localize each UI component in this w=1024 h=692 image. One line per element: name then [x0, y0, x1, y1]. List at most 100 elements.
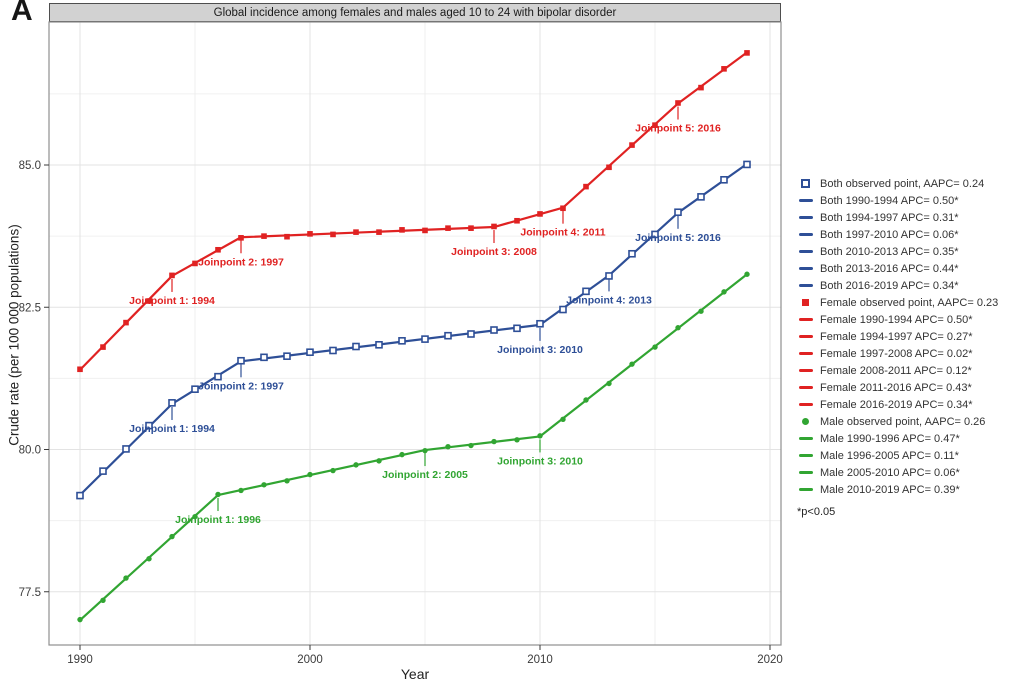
y-tick-label: 77.5: [19, 587, 41, 599]
legend-label: Both 2016-2019 APC= 0.34*: [820, 279, 959, 292]
joinpoint-annotation: Joinpoint 3: 2008: [451, 246, 537, 258]
legend-item: Female 2011-2016 APC= 0.43*: [797, 379, 1024, 396]
legend-label: Female 1990-1994 APC= 0.50*: [820, 313, 973, 326]
legend-item: Both observed point, AAPC= 0.24: [797, 175, 1024, 192]
joinpoint-annotation: Joinpoint 1: 1994: [129, 295, 215, 307]
legend-label: Male 2010-2019 APC= 0.39*: [820, 483, 960, 496]
legend-item: Male observed point, AAPC= 0.26: [797, 413, 1024, 430]
legend-marker-dash-icon: [797, 454, 814, 457]
legend-marker-dash-icon: [797, 318, 814, 321]
x-axis: 1990 2000 2010 2020: [67, 645, 783, 666]
joinpoint-annotation: Joinpoint 1: 1996: [175, 514, 261, 526]
x-tick-label: 1990: [67, 654, 93, 666]
joinpoint-annotation: Joinpoint 4: 2013: [566, 294, 652, 306]
legend-item: Female 2016-2019 APC= 0.34*: [797, 396, 1024, 413]
legend-marker-dash-icon: [797, 437, 814, 440]
legend-item: Both 2016-2019 APC= 0.34*: [797, 277, 1024, 294]
fitted-line-male: [79, 273, 748, 622]
annotations-male: Joinpoint 1: 1996 Joinpoint 2: 2005 Joinpo…: [175, 439, 583, 526]
legend-label: Male 1996-2005 APC= 0.11*: [820, 449, 959, 462]
y-tick-label: 85.0: [19, 160, 41, 172]
joinpoint-annotation: Joinpoint 4: 2011: [520, 227, 605, 239]
joinpoint-annotation: Joinpoint 5: 2016: [635, 232, 721, 244]
legend-marker-dash-icon: [797, 199, 814, 202]
legend-label: Both 1990-1994 APC= 0.50*: [820, 194, 959, 207]
legend-label: Female observed point, AAPC= 0.23: [820, 296, 999, 309]
legend-marker-dot-icon: [797, 418, 814, 425]
legend-marker-dash-icon: [797, 267, 814, 270]
legend-items: Both observed point, AAPC= 0.24 Both 1990…: [797, 175, 1024, 498]
legend-item: Both 1994-1997 APC= 0.31*: [797, 209, 1024, 226]
legend: Both observed point, AAPC= 0.24 Both 1990…: [797, 175, 1024, 519]
legend-marker-dash-icon: [797, 352, 814, 355]
legend-item: Female 1997-2008 APC= 0.02*: [797, 345, 1024, 362]
y-tick-label: 82.5: [19, 302, 41, 314]
legend-marker-square-icon: [797, 299, 814, 306]
legend-item: Male 2010-2019 APC= 0.39*: [797, 481, 1024, 498]
legend-item: Male 2005-2010 APC= 0.06*: [797, 464, 1024, 481]
legend-item: Male 1996-2005 APC= 0.11*: [797, 447, 1024, 464]
legend-marker-dash-icon: [797, 488, 814, 491]
y-axis: 77.5 80.0 82.5 85.0: [19, 160, 49, 599]
legend-marker-dash-icon: [797, 386, 814, 389]
legend-label: Female 1994-1997 APC= 0.27*: [820, 330, 973, 343]
legend-marker-open-square-icon: [797, 179, 814, 188]
legend-marker-dash-icon: [797, 250, 814, 253]
y-axis-title: Crude rate (per 100 000 populations): [6, 224, 22, 446]
panel-label: A: [11, 0, 33, 27]
x-tick-label: 2010: [527, 654, 553, 666]
legend-label: Both 1994-1997 APC= 0.31*: [820, 211, 959, 224]
joinpoint-annotation: Joinpoint 2: 1997: [198, 380, 284, 392]
legend-item: Both 2010-2013 APC= 0.35*: [797, 243, 1024, 260]
legend-label: Male 2005-2010 APC= 0.06*: [820, 466, 960, 479]
legend-marker-dash-icon: [797, 233, 814, 236]
legend-label: Male 1990-1996 APC= 0.47*: [820, 432, 960, 445]
y-tick-label: 80.0: [19, 445, 41, 457]
observed-points-both: [76, 160, 751, 500]
legend-item: Male 1990-1996 APC= 0.47*: [797, 430, 1024, 447]
joinpoint-annotation: Joinpoint 2: 1997: [198, 256, 284, 268]
legend-item: Female observed point, AAPC= 0.23: [797, 294, 1024, 311]
joinpoint-annotation: Joinpoint 2: 2005: [382, 469, 468, 481]
joinpoint-annotation: Joinpoint 5: 2016: [635, 123, 721, 135]
panel-border: [48, 21, 782, 646]
legend-marker-dash-icon: [797, 284, 814, 287]
annotations-female: Joinpoint 1: 1994 Joinpoint 2: 1997 Joinpo…: [129, 106, 721, 307]
legend-footnote: *p<0.05: [797, 506, 836, 518]
x-tick-label: 2000: [297, 654, 323, 666]
legend-marker-dash-icon: [797, 403, 814, 406]
legend-label: Male observed point, AAPC= 0.26: [820, 415, 986, 428]
joinpoint-annotation: Joinpoint 1: 1994: [129, 423, 215, 435]
gridlines-major: [49, 22, 781, 645]
annotations-both: Joinpoint 1: 1994 Joinpoint 2: 1997 Joinpo…: [129, 215, 721, 435]
series-female: Joinpoint 1: 1994 Joinpoint 2: 1997 Joinpo…: [77, 50, 750, 373]
legend-item: Both 1997-2010 APC= 0.06*: [797, 226, 1024, 243]
legend-label: Female 1997-2008 APC= 0.02*: [820, 347, 973, 360]
legend-label: Female 2011-2016 APC= 0.43*: [820, 381, 972, 394]
legend-label: Both 1997-2010 APC= 0.06*: [820, 228, 959, 241]
joinpoint-annotation: Joinpoint 3: 2010: [497, 344, 583, 356]
legend-item: Female 2008-2011 APC= 0.12*: [797, 362, 1024, 379]
series-both: Joinpoint 1: 1994 Joinpoint 2: 1997 Joinpo…: [76, 160, 751, 500]
legend-label: Both observed point, AAPC= 0.24: [820, 177, 985, 190]
joinpoint-annotation: Joinpoint 3: 2010: [497, 455, 583, 467]
legend-item: Both 2013-2016 APC= 0.44*: [797, 260, 1024, 277]
observed-points-female: [77, 50, 750, 373]
legend-marker-dash-icon: [797, 335, 814, 338]
legend-label: Female 2008-2011 APC= 0.12*: [820, 364, 972, 377]
chart-title: Global incidence among females and males…: [213, 6, 617, 19]
series-male: Joinpoint 1: 1996 Joinpoint 2: 2005 Joinpo…: [77, 271, 750, 623]
legend-item: Female 1990-1994 APC= 0.50*: [797, 311, 1024, 328]
legend-marker-dash-icon: [797, 471, 814, 474]
legend-marker-dash-icon: [797, 216, 814, 219]
x-axis-title: Year: [400, 666, 430, 682]
legend-marker-dash-icon: [797, 369, 814, 372]
legend-item: Female 1994-1997 APC= 0.27*: [797, 328, 1024, 345]
legend-label: Both 2010-2013 APC= 0.35*: [820, 245, 959, 258]
fitted-line-both: [79, 162, 748, 496]
x-tick-label: 2020: [757, 654, 783, 666]
fitted-line-female: [79, 51, 748, 371]
observed-points-male: [77, 271, 750, 623]
